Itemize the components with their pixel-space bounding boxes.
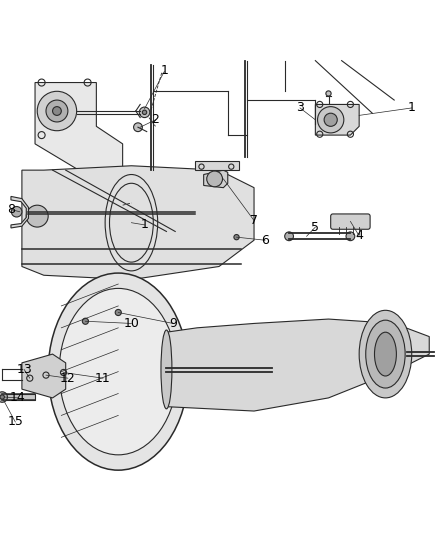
- Polygon shape: [204, 170, 228, 188]
- Polygon shape: [22, 354, 66, 398]
- Polygon shape: [11, 197, 28, 228]
- Circle shape: [46, 100, 68, 122]
- Text: 6: 6: [261, 233, 269, 247]
- Text: 14: 14: [10, 391, 25, 405]
- Circle shape: [134, 123, 142, 132]
- Polygon shape: [35, 83, 123, 170]
- Text: 13: 13: [16, 363, 32, 376]
- Text: 1: 1: [141, 219, 148, 231]
- Text: 12: 12: [60, 372, 76, 385]
- Circle shape: [0, 395, 4, 399]
- Text: 15: 15: [7, 416, 23, 429]
- Circle shape: [326, 91, 331, 96]
- Ellipse shape: [359, 310, 412, 398]
- Circle shape: [318, 107, 344, 133]
- Circle shape: [285, 232, 293, 241]
- Circle shape: [139, 107, 150, 118]
- Circle shape: [37, 91, 77, 131]
- Circle shape: [26, 205, 48, 227]
- Ellipse shape: [366, 320, 405, 388]
- Circle shape: [346, 232, 355, 241]
- Text: 7: 7: [250, 214, 258, 227]
- Circle shape: [53, 107, 61, 115]
- Ellipse shape: [374, 332, 396, 376]
- Circle shape: [82, 318, 88, 324]
- Text: 4: 4: [355, 229, 363, 243]
- Circle shape: [115, 310, 121, 316]
- Polygon shape: [166, 319, 429, 411]
- Text: 5: 5: [311, 221, 319, 233]
- Circle shape: [207, 171, 223, 187]
- Text: 1: 1: [160, 64, 168, 77]
- Polygon shape: [195, 161, 239, 170]
- Text: 3: 3: [296, 101, 304, 115]
- Text: 9: 9: [169, 317, 177, 330]
- Ellipse shape: [59, 288, 177, 455]
- Circle shape: [142, 110, 147, 115]
- Text: 2: 2: [152, 114, 159, 126]
- Bar: [2, 393, 35, 400]
- Circle shape: [234, 235, 239, 240]
- Ellipse shape: [161, 330, 172, 409]
- Circle shape: [11, 206, 22, 217]
- Polygon shape: [315, 104, 359, 135]
- Circle shape: [0, 392, 7, 402]
- Text: 11: 11: [95, 372, 111, 385]
- Text: 8: 8: [7, 203, 15, 216]
- FancyBboxPatch shape: [331, 214, 370, 229]
- Circle shape: [324, 113, 337, 126]
- Text: 1: 1: [408, 101, 416, 115]
- Ellipse shape: [48, 273, 188, 470]
- Polygon shape: [22, 166, 254, 280]
- Text: 10: 10: [124, 317, 139, 330]
